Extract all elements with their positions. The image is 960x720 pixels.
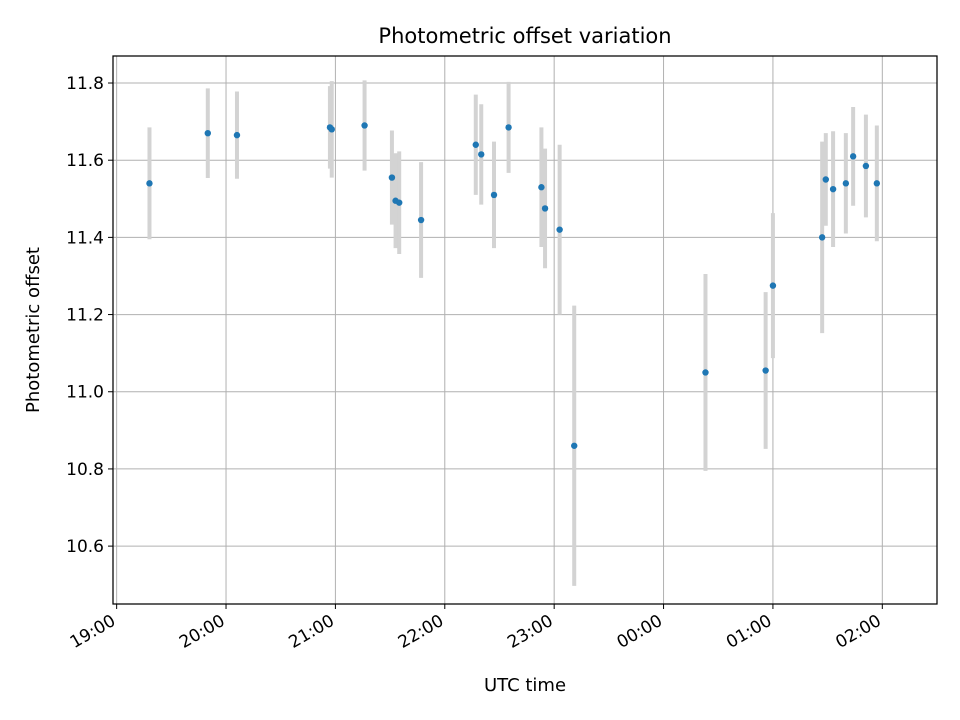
data-point [818,234,826,241]
y-tick-label: 10.8 [66,460,104,480]
data-point [233,131,241,139]
data-point [842,180,850,187]
data-point [556,226,563,233]
data-point [769,282,777,289]
data-point [571,442,578,449]
data-point [541,205,549,212]
data-point [328,126,335,133]
x-tick-label: 01:00 [723,611,775,653]
data-point [849,153,857,160]
data-point [388,174,396,181]
data-point [702,369,709,376]
y-axis-label: Photometric offset [23,247,44,413]
x-tick-label: 02:00 [832,611,884,653]
data-point [490,191,498,199]
x-tick-label: 21:00 [285,611,337,653]
x-tick-label: 20:00 [176,611,228,653]
data-point [862,162,870,170]
x-tick-label: 23:00 [504,611,556,653]
x-tick-label: 00:00 [614,611,666,653]
data-point [822,176,829,183]
data-point [396,199,403,206]
plot-frame [112,55,938,605]
data-point [361,122,368,129]
x-tick-label: 19:00 [67,611,119,653]
y-axis-ticks: 10.6 10.8 11.0 11.2 11.4 11.6 11.8 [66,74,113,557]
data-point [538,184,545,191]
y-tick-label: 11.2 [66,306,104,326]
data-point [417,216,425,224]
y-tick-label: 11.6 [66,151,104,171]
y-tick-label: 11.8 [66,74,104,94]
y-tick-label: 11.0 [66,383,104,403]
data-point [204,129,211,137]
error-bars [147,80,879,586]
y-tick-label: 11.4 [66,228,104,248]
data-point [472,141,479,148]
data-point [505,124,512,131]
chart-title: Photometric offset variation [378,24,671,48]
x-axis-label: UTC time [484,675,566,696]
data-point [762,367,769,374]
data-point [873,180,881,187]
data-point [829,185,837,193]
data-point [478,151,485,158]
data-point [146,180,153,187]
y-tick-label: 10.6 [66,537,104,557]
data-points [146,122,881,449]
x-tick-label: 22:00 [395,611,447,653]
x-axis-ticks: 19:00 20:00 21:00 22:00 23:00 00:00 01:00 02:00 [67,604,885,653]
